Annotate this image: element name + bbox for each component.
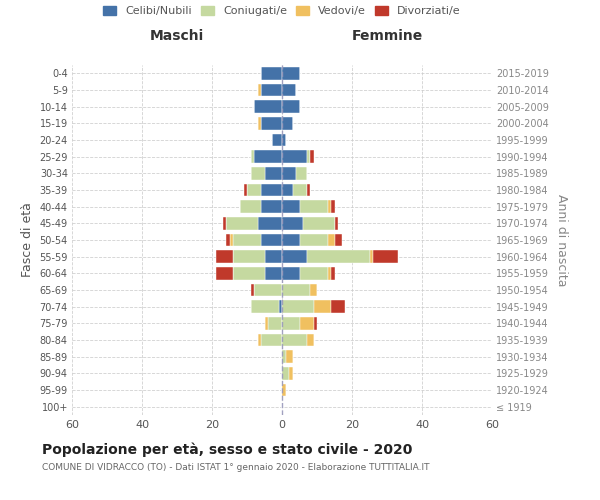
Bar [282, 217, 303, 230]
Bar [233, 250, 265, 263]
Bar [282, 384, 286, 396]
Bar [293, 184, 307, 196]
Bar [307, 184, 310, 196]
Bar [314, 300, 331, 313]
Bar [328, 267, 331, 280]
Bar [328, 200, 331, 213]
Bar [289, 367, 293, 380]
Bar [251, 150, 254, 163]
Bar [282, 300, 314, 313]
Bar [307, 150, 310, 163]
Bar [307, 250, 370, 263]
Bar [310, 150, 314, 163]
Bar [335, 234, 341, 246]
Bar [254, 284, 282, 296]
Bar [303, 217, 335, 230]
Bar [296, 167, 307, 179]
Bar [282, 200, 299, 213]
Bar [215, 267, 233, 280]
Bar [299, 200, 328, 213]
Bar [215, 250, 233, 263]
Bar [370, 250, 373, 263]
Bar [307, 334, 314, 346]
Bar [240, 200, 261, 213]
Bar [282, 367, 289, 380]
Bar [257, 217, 282, 230]
Bar [247, 184, 261, 196]
Bar [282, 150, 307, 163]
Text: Maschi: Maschi [150, 28, 204, 42]
Bar [286, 350, 293, 363]
Bar [261, 234, 282, 246]
Bar [282, 267, 299, 280]
Bar [261, 84, 282, 96]
Bar [226, 234, 229, 246]
Bar [282, 100, 299, 113]
Bar [282, 234, 299, 246]
Text: COMUNE DI VIDRACCO (TO) - Dati ISTAT 1° gennaio 2020 - Elaborazione TUTTITALIA.I: COMUNE DI VIDRACCO (TO) - Dati ISTAT 1° … [42, 464, 430, 472]
Bar [282, 284, 310, 296]
Bar [261, 334, 282, 346]
Bar [244, 184, 247, 196]
Bar [233, 234, 261, 246]
Bar [282, 334, 307, 346]
Bar [265, 317, 268, 330]
Bar [265, 267, 282, 280]
Y-axis label: Anni di nascita: Anni di nascita [556, 194, 568, 286]
Bar [257, 117, 261, 130]
Bar [282, 184, 293, 196]
Y-axis label: Fasce di età: Fasce di età [21, 202, 34, 278]
Bar [265, 167, 282, 179]
Bar [271, 134, 282, 146]
Bar [233, 267, 265, 280]
Bar [282, 84, 296, 96]
Bar [257, 84, 261, 96]
Bar [226, 217, 257, 230]
Bar [261, 200, 282, 213]
Bar [282, 117, 293, 130]
Bar [331, 300, 345, 313]
Bar [254, 100, 282, 113]
Text: Popolazione per età, sesso e stato civile - 2020: Popolazione per età, sesso e stato civil… [42, 442, 412, 457]
Bar [282, 350, 286, 363]
Bar [251, 167, 265, 179]
Bar [282, 67, 299, 80]
Bar [299, 234, 328, 246]
Bar [261, 117, 282, 130]
Bar [251, 284, 254, 296]
Bar [229, 234, 233, 246]
Bar [282, 134, 286, 146]
Bar [268, 317, 282, 330]
Bar [265, 250, 282, 263]
Bar [314, 317, 317, 330]
Bar [335, 217, 338, 230]
Bar [282, 250, 307, 263]
Bar [282, 317, 299, 330]
Bar [310, 284, 317, 296]
Bar [261, 184, 282, 196]
Bar [261, 67, 282, 80]
Bar [331, 267, 335, 280]
Bar [254, 150, 282, 163]
Bar [328, 234, 335, 246]
Bar [282, 167, 296, 179]
Bar [251, 300, 278, 313]
Text: Femmine: Femmine [352, 28, 422, 42]
Bar [278, 300, 282, 313]
Bar [257, 334, 261, 346]
Bar [299, 317, 314, 330]
Legend: Celibi/Nubili, Coniugati/e, Vedovi/e, Divorziati/e: Celibi/Nubili, Coniugati/e, Vedovi/e, Di… [103, 6, 461, 16]
Bar [331, 200, 335, 213]
Bar [299, 267, 328, 280]
Bar [223, 217, 226, 230]
Bar [373, 250, 398, 263]
